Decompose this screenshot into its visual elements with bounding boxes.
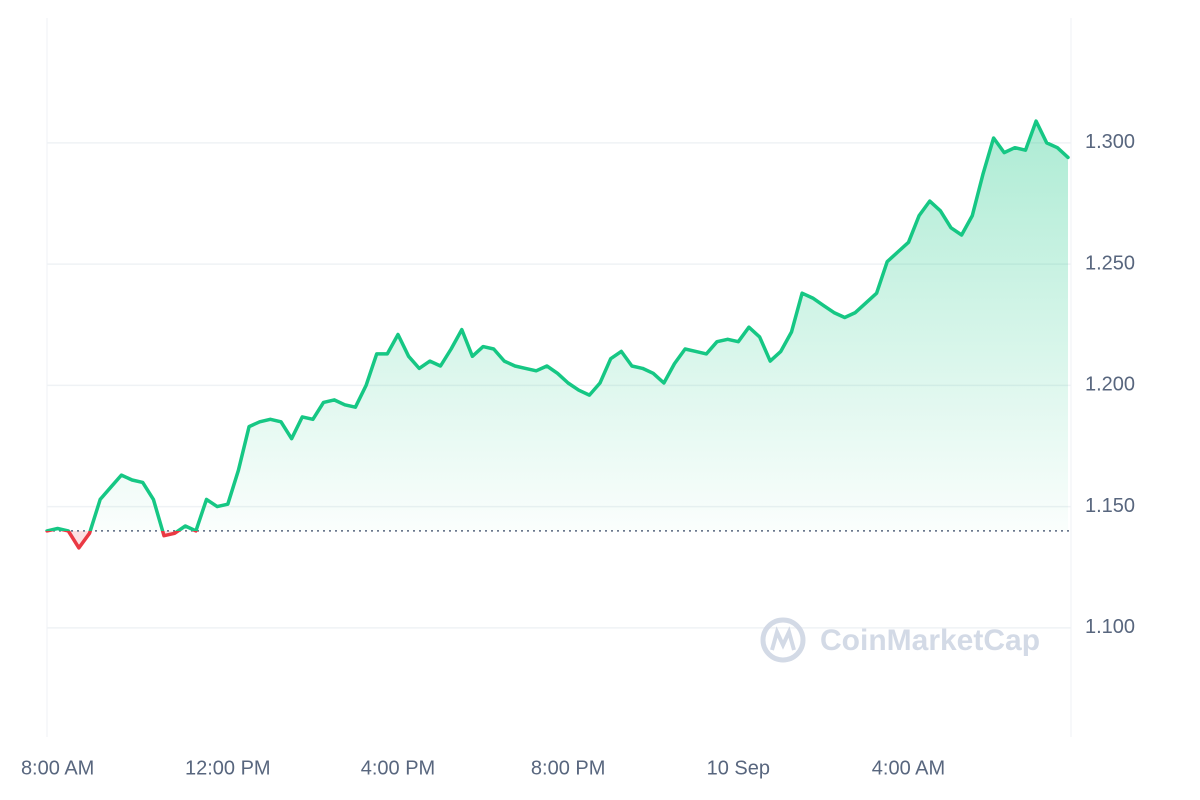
x-tick-label: 4:00 PM (361, 757, 435, 779)
watermark: CoinMarketCap (760, 617, 1040, 663)
price-line (45, 119, 1070, 550)
area (47, 121, 1068, 548)
watermark-logo (760, 617, 806, 663)
x-tick-label: 4:00 AM (872, 757, 945, 779)
y-tick-label: 1.200 (1085, 374, 1135, 396)
watermark-logo (770, 626, 796, 651)
y-tick-label: 1.250 (1085, 252, 1135, 274)
x-tick-label: 10 Sep (707, 757, 770, 779)
y-tick-label: 1.100 (1085, 616, 1135, 638)
x-tick-label: 12:00 PM (185, 757, 271, 779)
y-tick-label: 1.300 (1085, 131, 1135, 153)
x-tick-label: 8:00 PM (531, 757, 605, 779)
y-tick-label: 1.150 (1085, 495, 1135, 517)
x-tick-label: 8:00 AM (21, 757, 94, 779)
watermark-text: CoinMarketCap (820, 624, 1040, 657)
